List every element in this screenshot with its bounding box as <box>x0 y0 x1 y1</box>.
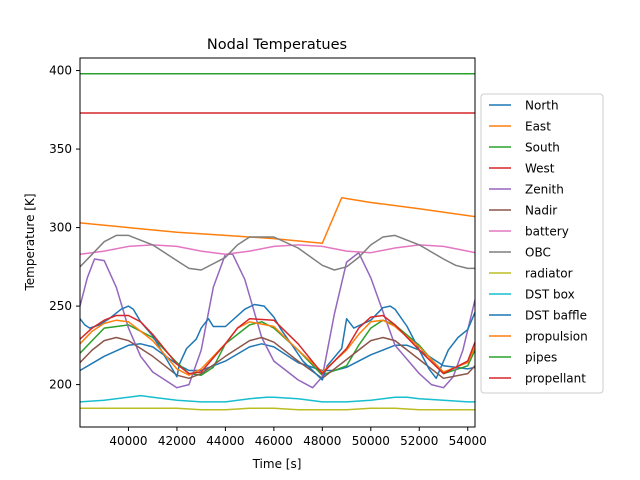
series-line-6 <box>80 244 475 256</box>
x-axis: 40000 42000 44000 46000 48000 50000 52000 54000 <box>109 427 487 448</box>
legend-label: OBC <box>525 246 551 260</box>
y-tick-label: 200 <box>49 378 72 392</box>
y-tick-label: 350 <box>49 142 72 156</box>
series-line-10 <box>80 303 475 381</box>
series-line-5 <box>80 336 475 380</box>
legend-box <box>480 93 604 394</box>
x-tick-label: 40000 <box>109 434 147 448</box>
legend-label: Zenith <box>525 183 564 197</box>
x-tick-label: 54000 <box>449 434 487 448</box>
legend-label: pipes <box>525 351 557 365</box>
x-tick-label: 50000 <box>352 434 390 448</box>
legend-label: radiator <box>525 267 573 281</box>
x-tick-label: 42000 <box>158 434 196 448</box>
legend-label: propulsion <box>525 330 588 344</box>
series-line-13 <box>80 314 475 375</box>
legend-label: North <box>525 99 559 113</box>
series-line-0 <box>80 343 475 372</box>
legend-label: West <box>525 162 555 176</box>
y-tick-label: 300 <box>49 221 72 235</box>
legend-label: East <box>525 120 551 134</box>
legend-label: Nadir <box>525 204 557 218</box>
legend: North East South West Zenith Nadir battery OBC r… <box>480 93 604 394</box>
legend-label: battery <box>525 225 569 239</box>
series-layer <box>80 72 475 411</box>
plot-frame <box>79 57 476 428</box>
x-tick-label: 48000 <box>303 434 341 448</box>
legend-label: propellant <box>525 372 586 386</box>
y-axis-label: Temperature [K] <box>23 193 37 291</box>
legend-label: South <box>525 141 560 155</box>
legend-label: DST baffle <box>525 309 587 323</box>
x-tick-label: 44000 <box>206 434 244 448</box>
series-line-1 <box>80 196 475 245</box>
x-axis-label: Time [s] <box>252 457 302 471</box>
series-line-7 <box>80 234 475 271</box>
y-tick-label: 250 <box>49 299 72 313</box>
y-axis: 200 250 300 350 400 <box>49 64 80 392</box>
series-line-9 <box>80 394 475 403</box>
legend-label: DST box <box>525 288 575 302</box>
chart-title: Nodal Temperatues <box>207 37 347 53</box>
x-tick-label: 52000 <box>400 434 438 448</box>
y-tick-label: 400 <box>49 64 72 78</box>
x-tick-label: 46000 <box>255 434 293 448</box>
series-line-8 <box>80 407 475 411</box>
